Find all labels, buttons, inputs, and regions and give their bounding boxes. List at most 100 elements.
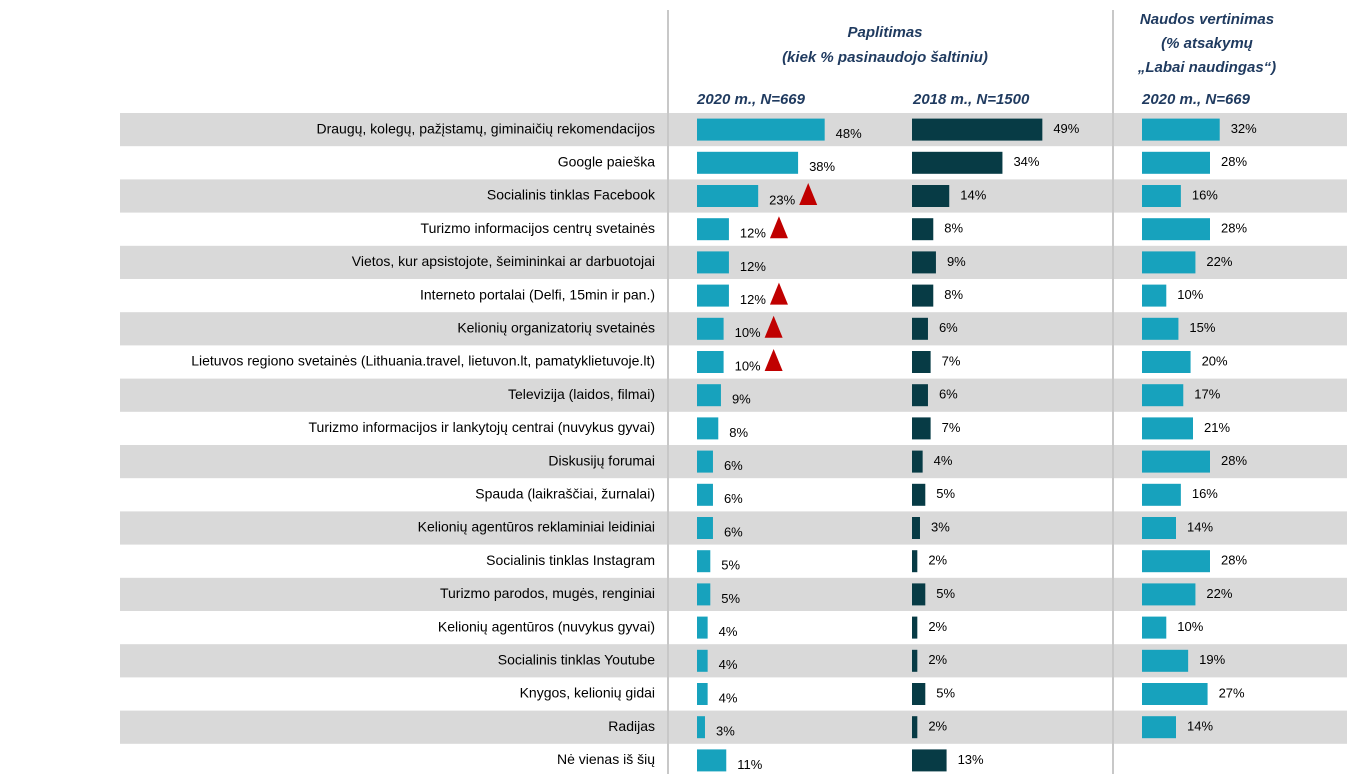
category-label: Spauda (laikraščiai, žurnalai) (475, 486, 655, 502)
value-label: 9% (732, 392, 751, 407)
value-label: 14% (1187, 519, 1213, 534)
bar (912, 284, 934, 307)
legend-label: 2018 m., N=1500 (912, 91, 1030, 108)
category-label: Socialinis tinklas Youtube (498, 652, 655, 668)
value-label: 28% (1221, 154, 1247, 169)
value-label: 7% (942, 420, 961, 435)
bar (1142, 118, 1220, 141)
bar (1142, 317, 1179, 340)
category-label: Lietuvos regiono svetainės (Lithuania.tr… (191, 353, 655, 369)
value-label: 4% (934, 453, 953, 468)
panel-title: (% atsakymų (1161, 35, 1253, 52)
bar (1142, 251, 1196, 274)
value-label: 23% (769, 192, 795, 207)
value-label: 27% (1219, 685, 1245, 700)
value-label: 10% (1177, 619, 1203, 634)
value-label: 2% (928, 619, 947, 634)
value-label: 4% (719, 657, 738, 672)
bar (697, 483, 713, 506)
bar (912, 151, 1003, 174)
value-label: 8% (944, 221, 963, 236)
value-label: 4% (719, 624, 738, 639)
category-label: Turizmo parodos, mugės, renginiai (440, 585, 655, 601)
value-label: 48% (836, 126, 862, 141)
bar (697, 251, 729, 274)
category-label: Kelionių organizatorių svetainės (457, 320, 655, 336)
bar (1142, 185, 1181, 207)
value-label: 22% (1206, 586, 1232, 601)
panel-title: (kiek % pasinaudojo šaltiniu) (782, 49, 988, 66)
bar (697, 218, 729, 241)
category-label: Knygos, kelionių gidai (520, 685, 655, 701)
value-label: 2% (928, 719, 947, 734)
category-label: Draugų, kolegų, pažįstamų, giminaičių re… (316, 120, 655, 136)
value-label: 5% (721, 558, 740, 573)
value-label: 15% (1189, 320, 1215, 335)
bar (912, 649, 918, 672)
bar (912, 251, 936, 274)
value-label: 11% (737, 757, 762, 772)
value-label: 13% (958, 752, 984, 767)
bar (1142, 384, 1184, 407)
value-label: 14% (1187, 719, 1213, 734)
value-label: 14% (960, 187, 986, 202)
value-label: 22% (1206, 254, 1232, 269)
value-label: 10% (1177, 287, 1203, 302)
bar (1142, 417, 1193, 440)
category-label: Socialinis tinklas Instagram (486, 552, 655, 568)
category-label: Radijas (608, 718, 655, 734)
bar (1142, 550, 1210, 573)
bar (1142, 218, 1210, 241)
bar (912, 616, 918, 639)
bar (1142, 616, 1167, 639)
bar (912, 583, 926, 606)
value-label: 5% (721, 591, 740, 606)
bar (697, 649, 708, 672)
bar (912, 417, 931, 440)
increase-marker (769, 216, 788, 239)
bar (1142, 716, 1176, 739)
bar (912, 517, 920, 539)
bar (697, 583, 711, 606)
value-label: 7% (942, 353, 961, 368)
increase-marker (764, 349, 783, 371)
bar (697, 749, 727, 772)
value-label: 12% (740, 226, 766, 241)
bar (697, 317, 724, 340)
value-label: 6% (939, 320, 958, 335)
bar (912, 450, 923, 473)
value-label: 5% (936, 586, 955, 601)
bar (697, 517, 713, 539)
bar (912, 716, 918, 739)
bar (697, 185, 759, 207)
bar (1142, 450, 1210, 473)
bar (1142, 284, 1167, 307)
value-label: 3% (716, 724, 735, 739)
increase-marker (799, 183, 818, 205)
bar (1142, 351, 1191, 373)
category-label: Interneto portalai (Delfi, 15min ir pan.… (420, 286, 655, 302)
bar (912, 218, 934, 241)
bar (912, 384, 928, 407)
panel-title: Naudos vertinimas (1140, 11, 1274, 28)
value-label: 5% (936, 486, 955, 501)
bar (912, 683, 926, 705)
value-label: 20% (1202, 353, 1228, 368)
bar (912, 483, 926, 506)
value-label: 12% (740, 259, 766, 274)
increase-marker (769, 282, 788, 305)
bar (697, 384, 721, 407)
bar (697, 284, 729, 307)
value-label: 2% (928, 652, 947, 667)
bar (912, 749, 947, 772)
category-label: Google paieška (558, 154, 656, 170)
bar (1142, 517, 1176, 539)
legend-label: 2020 m., N=669 (1141, 91, 1251, 108)
bar (912, 550, 918, 573)
bar (697, 550, 711, 573)
value-label: 6% (724, 524, 743, 539)
category-label: Kelionių agentūros reklaminiai leidiniai (418, 519, 655, 535)
panel-title: „Labai naudingas“) (1137, 59, 1276, 76)
bar (697, 683, 708, 705)
category-label: Televizija (laidos, filmai) (508, 386, 655, 402)
